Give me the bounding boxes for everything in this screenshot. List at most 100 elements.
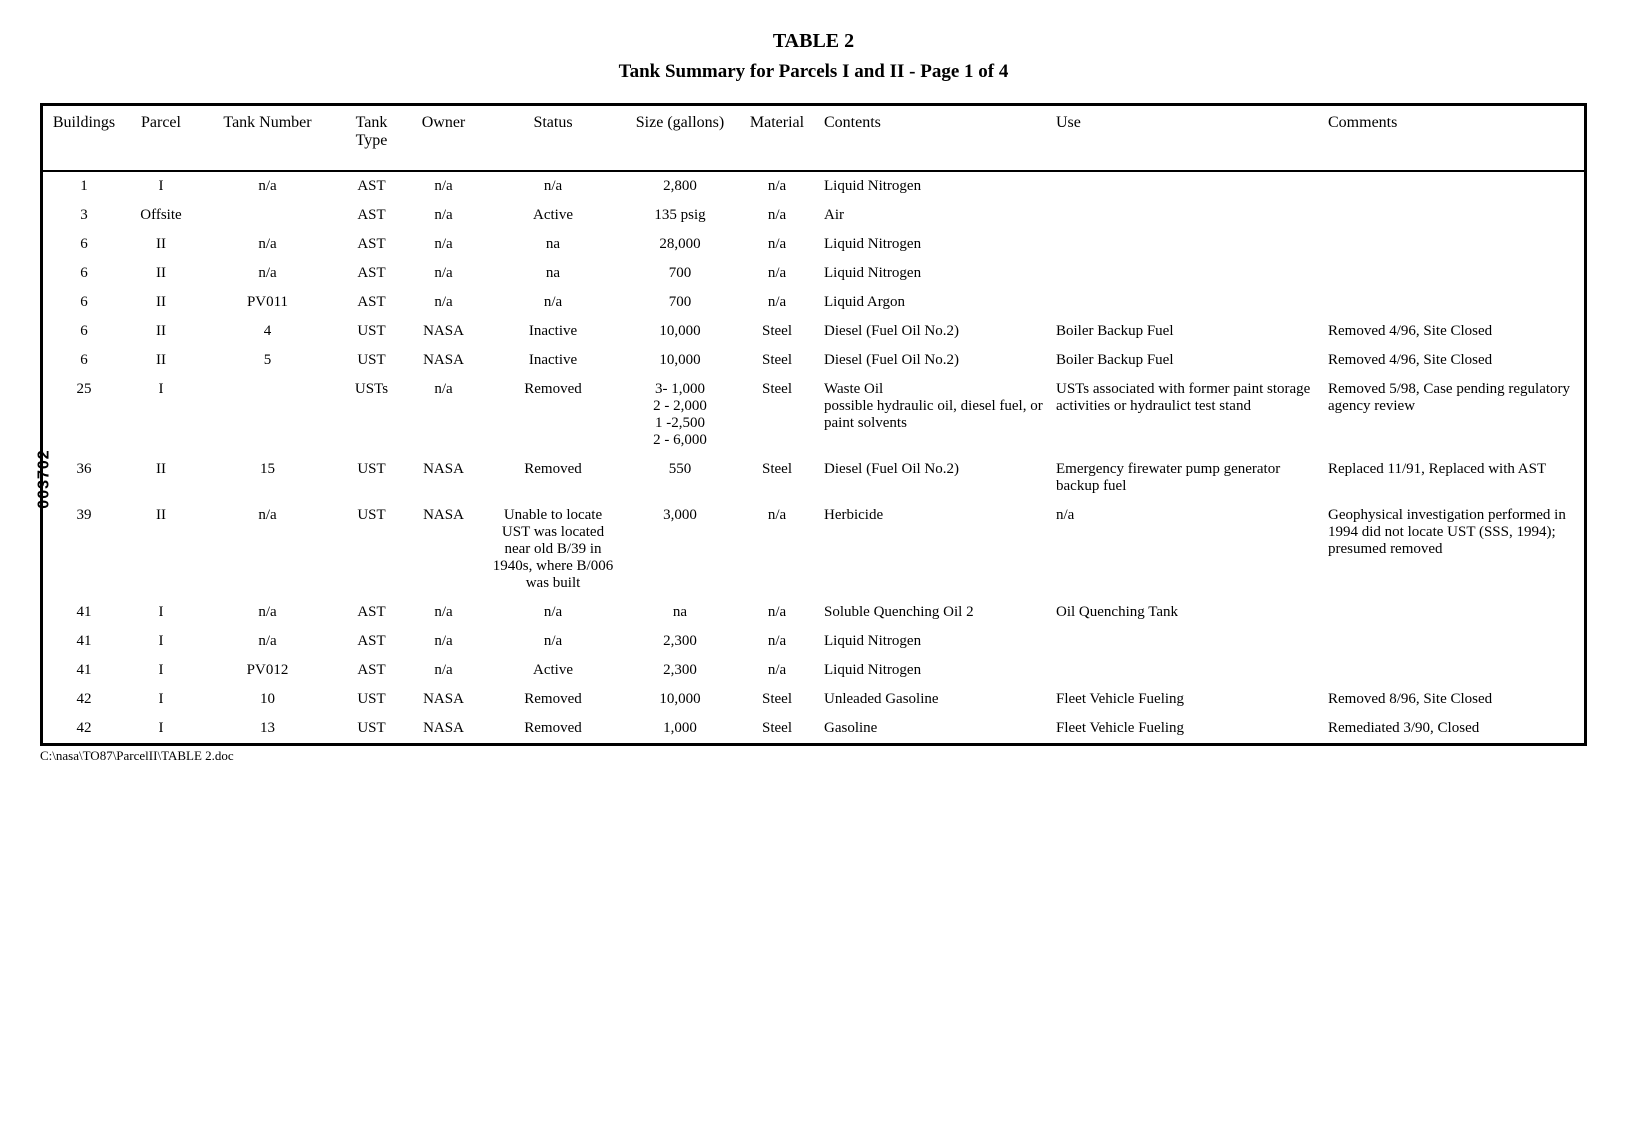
cell-owner: n/a <box>405 259 482 288</box>
cell-material: Steel <box>736 714 818 745</box>
cell-comments <box>1322 230 1586 259</box>
cell-status: na <box>482 259 624 288</box>
cell-comments <box>1322 201 1586 230</box>
cell-parcel: I <box>125 656 197 685</box>
cell-size: 10,000 <box>624 346 736 375</box>
cell-buildings: 6 <box>42 346 126 375</box>
cell-owner: NASA <box>405 455 482 501</box>
cell-contents: Liquid Argon <box>818 288 1050 317</box>
cell-tank_type: AST <box>338 656 405 685</box>
cell-parcel: II <box>125 501 197 598</box>
cell-material: n/a <box>736 230 818 259</box>
cell-comments: Geophysical investigation performed in 1… <box>1322 501 1586 598</box>
cell-size: 700 <box>624 288 736 317</box>
cell-material: n/a <box>736 627 818 656</box>
cell-owner: n/a <box>405 656 482 685</box>
table-row: 25IUSTsn/aRemoved3- 1,0002 - 2,0001 -2,5… <box>42 375 1586 455</box>
cell-owner: n/a <box>405 201 482 230</box>
cell-material: Steel <box>736 375 818 455</box>
cell-tank_type: AST <box>338 171 405 201</box>
cell-contents: Air <box>818 201 1050 230</box>
table-row: 6II5USTNASAInactive10,000SteelDiesel (Fu… <box>42 346 1586 375</box>
table-row: 39IIn/aUSTNASAUnable to locate UST was l… <box>42 501 1586 598</box>
column-header-status: Status <box>482 105 624 172</box>
cell-contents: Diesel (Fuel Oil No.2) <box>818 346 1050 375</box>
cell-comments <box>1322 598 1586 627</box>
cell-comments <box>1322 627 1586 656</box>
table-row: 41In/aASTn/an/anan/aSoluble Quenching Oi… <box>42 598 1586 627</box>
column-header-comments: Comments <box>1322 105 1586 172</box>
cell-status: n/a <box>482 627 624 656</box>
cell-owner: NASA <box>405 685 482 714</box>
cell-comments: Removed 8/96, Site Closed <box>1322 685 1586 714</box>
table-row: 1In/aASTn/an/a2,800n/aLiquid Nitrogen <box>42 171 1586 201</box>
cell-size: 2,800 <box>624 171 736 201</box>
cell-owner: n/a <box>405 598 482 627</box>
cell-buildings: 41 <box>42 598 126 627</box>
column-header-tank_number: Tank Number <box>197 105 338 172</box>
table-subtitle: Tank Summary for Parcels I and II - Page… <box>40 61 1587 83</box>
cell-comments <box>1322 171 1586 201</box>
cell-material: Steel <box>736 346 818 375</box>
table-row: 41IPV012ASTn/aActive2,300n/aLiquid Nitro… <box>42 656 1586 685</box>
cell-tank_type: AST <box>338 201 405 230</box>
tank-summary-table: BuildingsParcelTank NumberTank TypeOwner… <box>40 103 1587 746</box>
table-row: 6IIPV011ASTn/an/a700n/aLiquid Argon <box>42 288 1586 317</box>
cell-use: Boiler Backup Fuel <box>1050 346 1322 375</box>
cell-tank_number: n/a <box>197 259 338 288</box>
cell-tank_type: UST <box>338 317 405 346</box>
cell-contents: Herbicide <box>818 501 1050 598</box>
cell-use: Oil Quenching Tank <box>1050 598 1322 627</box>
table-number-title: TABLE 2 <box>40 30 1587 53</box>
cell-parcel: Offsite <box>125 201 197 230</box>
cell-size: 1,000 <box>624 714 736 745</box>
cell-status: Active <box>482 201 624 230</box>
cell-buildings: 36 <box>42 455 126 501</box>
cell-parcel: I <box>125 375 197 455</box>
cell-comments: Removed 5/98, Case pending regulatory ag… <box>1322 375 1586 455</box>
cell-owner: n/a <box>405 288 482 317</box>
table-row: 6II4USTNASAInactive10,000SteelDiesel (Fu… <box>42 317 1586 346</box>
cell-tank_type: UST <box>338 685 405 714</box>
cell-parcel: II <box>125 259 197 288</box>
cell-tank_type: UST <box>338 501 405 598</box>
cell-buildings: 25 <box>42 375 126 455</box>
cell-tank_number: PV012 <box>197 656 338 685</box>
cell-use: USTs associated with former paint storag… <box>1050 375 1322 455</box>
cell-contents: Diesel (Fuel Oil No.2) <box>818 455 1050 501</box>
cell-contents: Gasoline <box>818 714 1050 745</box>
cell-comments: Removed 4/96, Site Closed <box>1322 346 1586 375</box>
cell-buildings: 42 <box>42 714 126 745</box>
table-header-row: BuildingsParcelTank NumberTank TypeOwner… <box>42 105 1586 172</box>
cell-comments: Remediated 3/90, Closed <box>1322 714 1586 745</box>
cell-status: Active <box>482 656 624 685</box>
cell-status: na <box>482 230 624 259</box>
cell-parcel: I <box>125 714 197 745</box>
cell-tank_type: AST <box>338 598 405 627</box>
cell-buildings: 6 <box>42 230 126 259</box>
table-row: 42I13USTNASARemoved1,000SteelGasolineFle… <box>42 714 1586 745</box>
cell-tank_number <box>197 375 338 455</box>
cell-comments: Replaced 11/91, Replaced with AST <box>1322 455 1586 501</box>
cell-tank_number: n/a <box>197 171 338 201</box>
cell-material: n/a <box>736 201 818 230</box>
cell-parcel: I <box>125 171 197 201</box>
cell-tank_type: AST <box>338 259 405 288</box>
column-header-parcel: Parcel <box>125 105 197 172</box>
cell-status: Removed <box>482 685 624 714</box>
cell-use: n/a <box>1050 501 1322 598</box>
cell-owner: NASA <box>405 714 482 745</box>
cell-status: Removed <box>482 375 624 455</box>
column-header-use: Use <box>1050 105 1322 172</box>
cell-tank_type: AST <box>338 627 405 656</box>
cell-owner: n/a <box>405 375 482 455</box>
cell-status: Unable to locate UST was located near ol… <box>482 501 624 598</box>
cell-material: Steel <box>736 685 818 714</box>
cell-material: Steel <box>736 317 818 346</box>
cell-comments <box>1322 288 1586 317</box>
cell-owner: NASA <box>405 317 482 346</box>
cell-buildings: 41 <box>42 656 126 685</box>
cell-parcel: II <box>125 346 197 375</box>
cell-tank_number: 4 <box>197 317 338 346</box>
cell-use <box>1050 201 1322 230</box>
